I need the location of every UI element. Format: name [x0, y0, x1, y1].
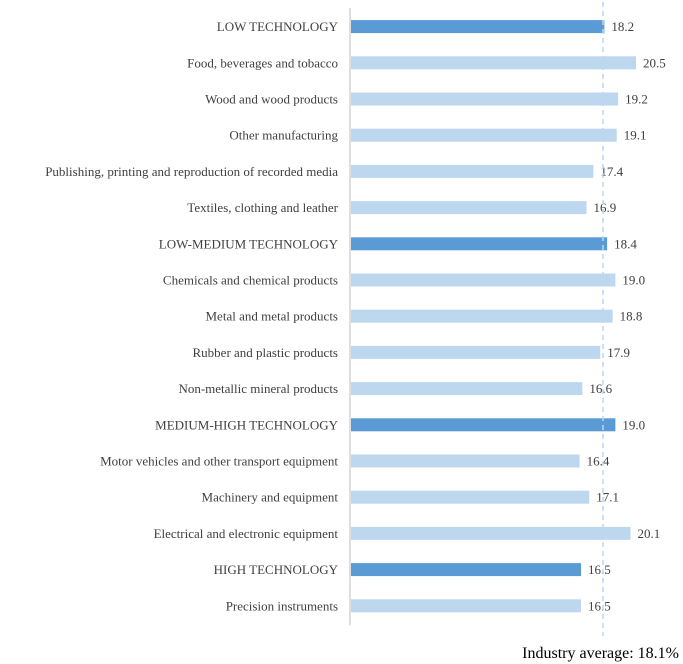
value-label: 19.2 — [625, 92, 648, 107]
industry-bar — [351, 490, 590, 504]
category-label: Metal and metal products — [206, 309, 339, 324]
category-label: Motor vehicles and other transport equip… — [100, 454, 338, 469]
group-label: HIGH TECHNOLOGY — [214, 562, 339, 577]
industry-bar — [351, 345, 601, 359]
value-label: 17.1 — [596, 490, 619, 505]
industry-bar — [351, 309, 613, 323]
value-label: 16.4 — [587, 454, 610, 469]
value-label: 16.6 — [589, 381, 612, 396]
industry-bar — [351, 273, 616, 287]
group-bar — [351, 20, 605, 34]
value-label: 17.4 — [600, 164, 623, 179]
industry-bar — [351, 128, 617, 142]
category-label: Other manufacturing — [229, 128, 338, 143]
value-label: 20.1 — [638, 526, 661, 541]
value-label: 16.9 — [594, 200, 617, 215]
group-label: MEDIUM-HIGH TECHNOLOGY — [155, 417, 338, 432]
industry-bar — [351, 454, 580, 468]
value-label: 18.2 — [611, 19, 634, 34]
industry-bar — [351, 599, 581, 613]
industry-bar — [351, 201, 587, 215]
group-bar — [351, 237, 608, 251]
category-label: Machinery and equipment — [202, 490, 339, 505]
value-label: 19.0 — [622, 273, 645, 288]
category-label: Non-metallic mineral products — [178, 381, 338, 396]
industry-bar — [351, 56, 636, 70]
value-label: 19.0 — [622, 417, 645, 432]
value-label: 18.4 — [614, 236, 637, 251]
category-label: Precision instruments — [226, 598, 338, 613]
industry-bar — [351, 526, 631, 540]
value-label: 17.9 — [607, 345, 630, 360]
value-label: 16.5 — [588, 598, 611, 613]
category-label: Chemicals and chemical products — [163, 273, 338, 288]
industry-bar — [351, 92, 619, 106]
industry-bar — [351, 164, 594, 178]
category-label: Wood and wood products — [205, 92, 338, 107]
industry-bar — [351, 382, 583, 396]
category-label: Electrical and electronic equipment — [154, 526, 339, 541]
group-bar — [351, 563, 581, 577]
value-label: 18.8 — [620, 309, 643, 324]
category-label: Publishing, printing and reproduction of… — [45, 164, 338, 179]
industry-average-label: Industry average: 18.1% — [522, 645, 679, 662]
group-label: LOW-MEDIUM TECHNOLOGY — [159, 236, 339, 251]
value-label: 16.5 — [588, 562, 611, 577]
category-label: Food, beverages and tobacco — [187, 55, 338, 70]
category-label: Textiles, clothing and leather — [187, 200, 338, 215]
bar-rows: LOW TECHNOLOGY 18.2 Food, beverages and to… — [45, 19, 666, 613]
value-label: 20.5 — [643, 55, 666, 70]
group-bar — [351, 418, 616, 432]
group-label: LOW TECHNOLOGY — [217, 19, 339, 34]
value-label: 19.1 — [624, 128, 647, 143]
category-label: Rubber and plastic products — [193, 345, 339, 360]
